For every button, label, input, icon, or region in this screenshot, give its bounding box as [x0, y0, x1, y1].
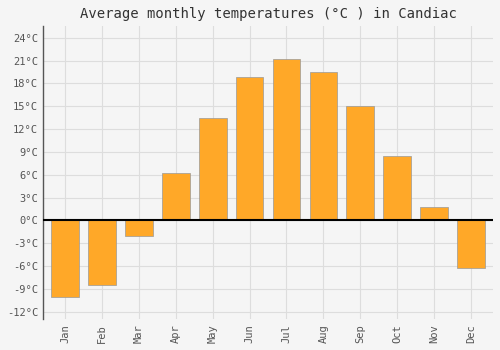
Bar [125, 220, 153, 236]
Bar [420, 207, 448, 220]
Bar [346, 106, 374, 220]
Bar [272, 59, 300, 220]
Bar [457, 220, 485, 268]
Bar [199, 118, 226, 220]
Title: Average monthly temperatures (°C ) in Candiac: Average monthly temperatures (°C ) in Ca… [80, 7, 456, 21]
Bar [310, 72, 337, 220]
Bar [88, 220, 116, 285]
Bar [162, 173, 190, 220]
Bar [236, 77, 264, 220]
Bar [384, 156, 411, 220]
Bar [52, 220, 79, 296]
